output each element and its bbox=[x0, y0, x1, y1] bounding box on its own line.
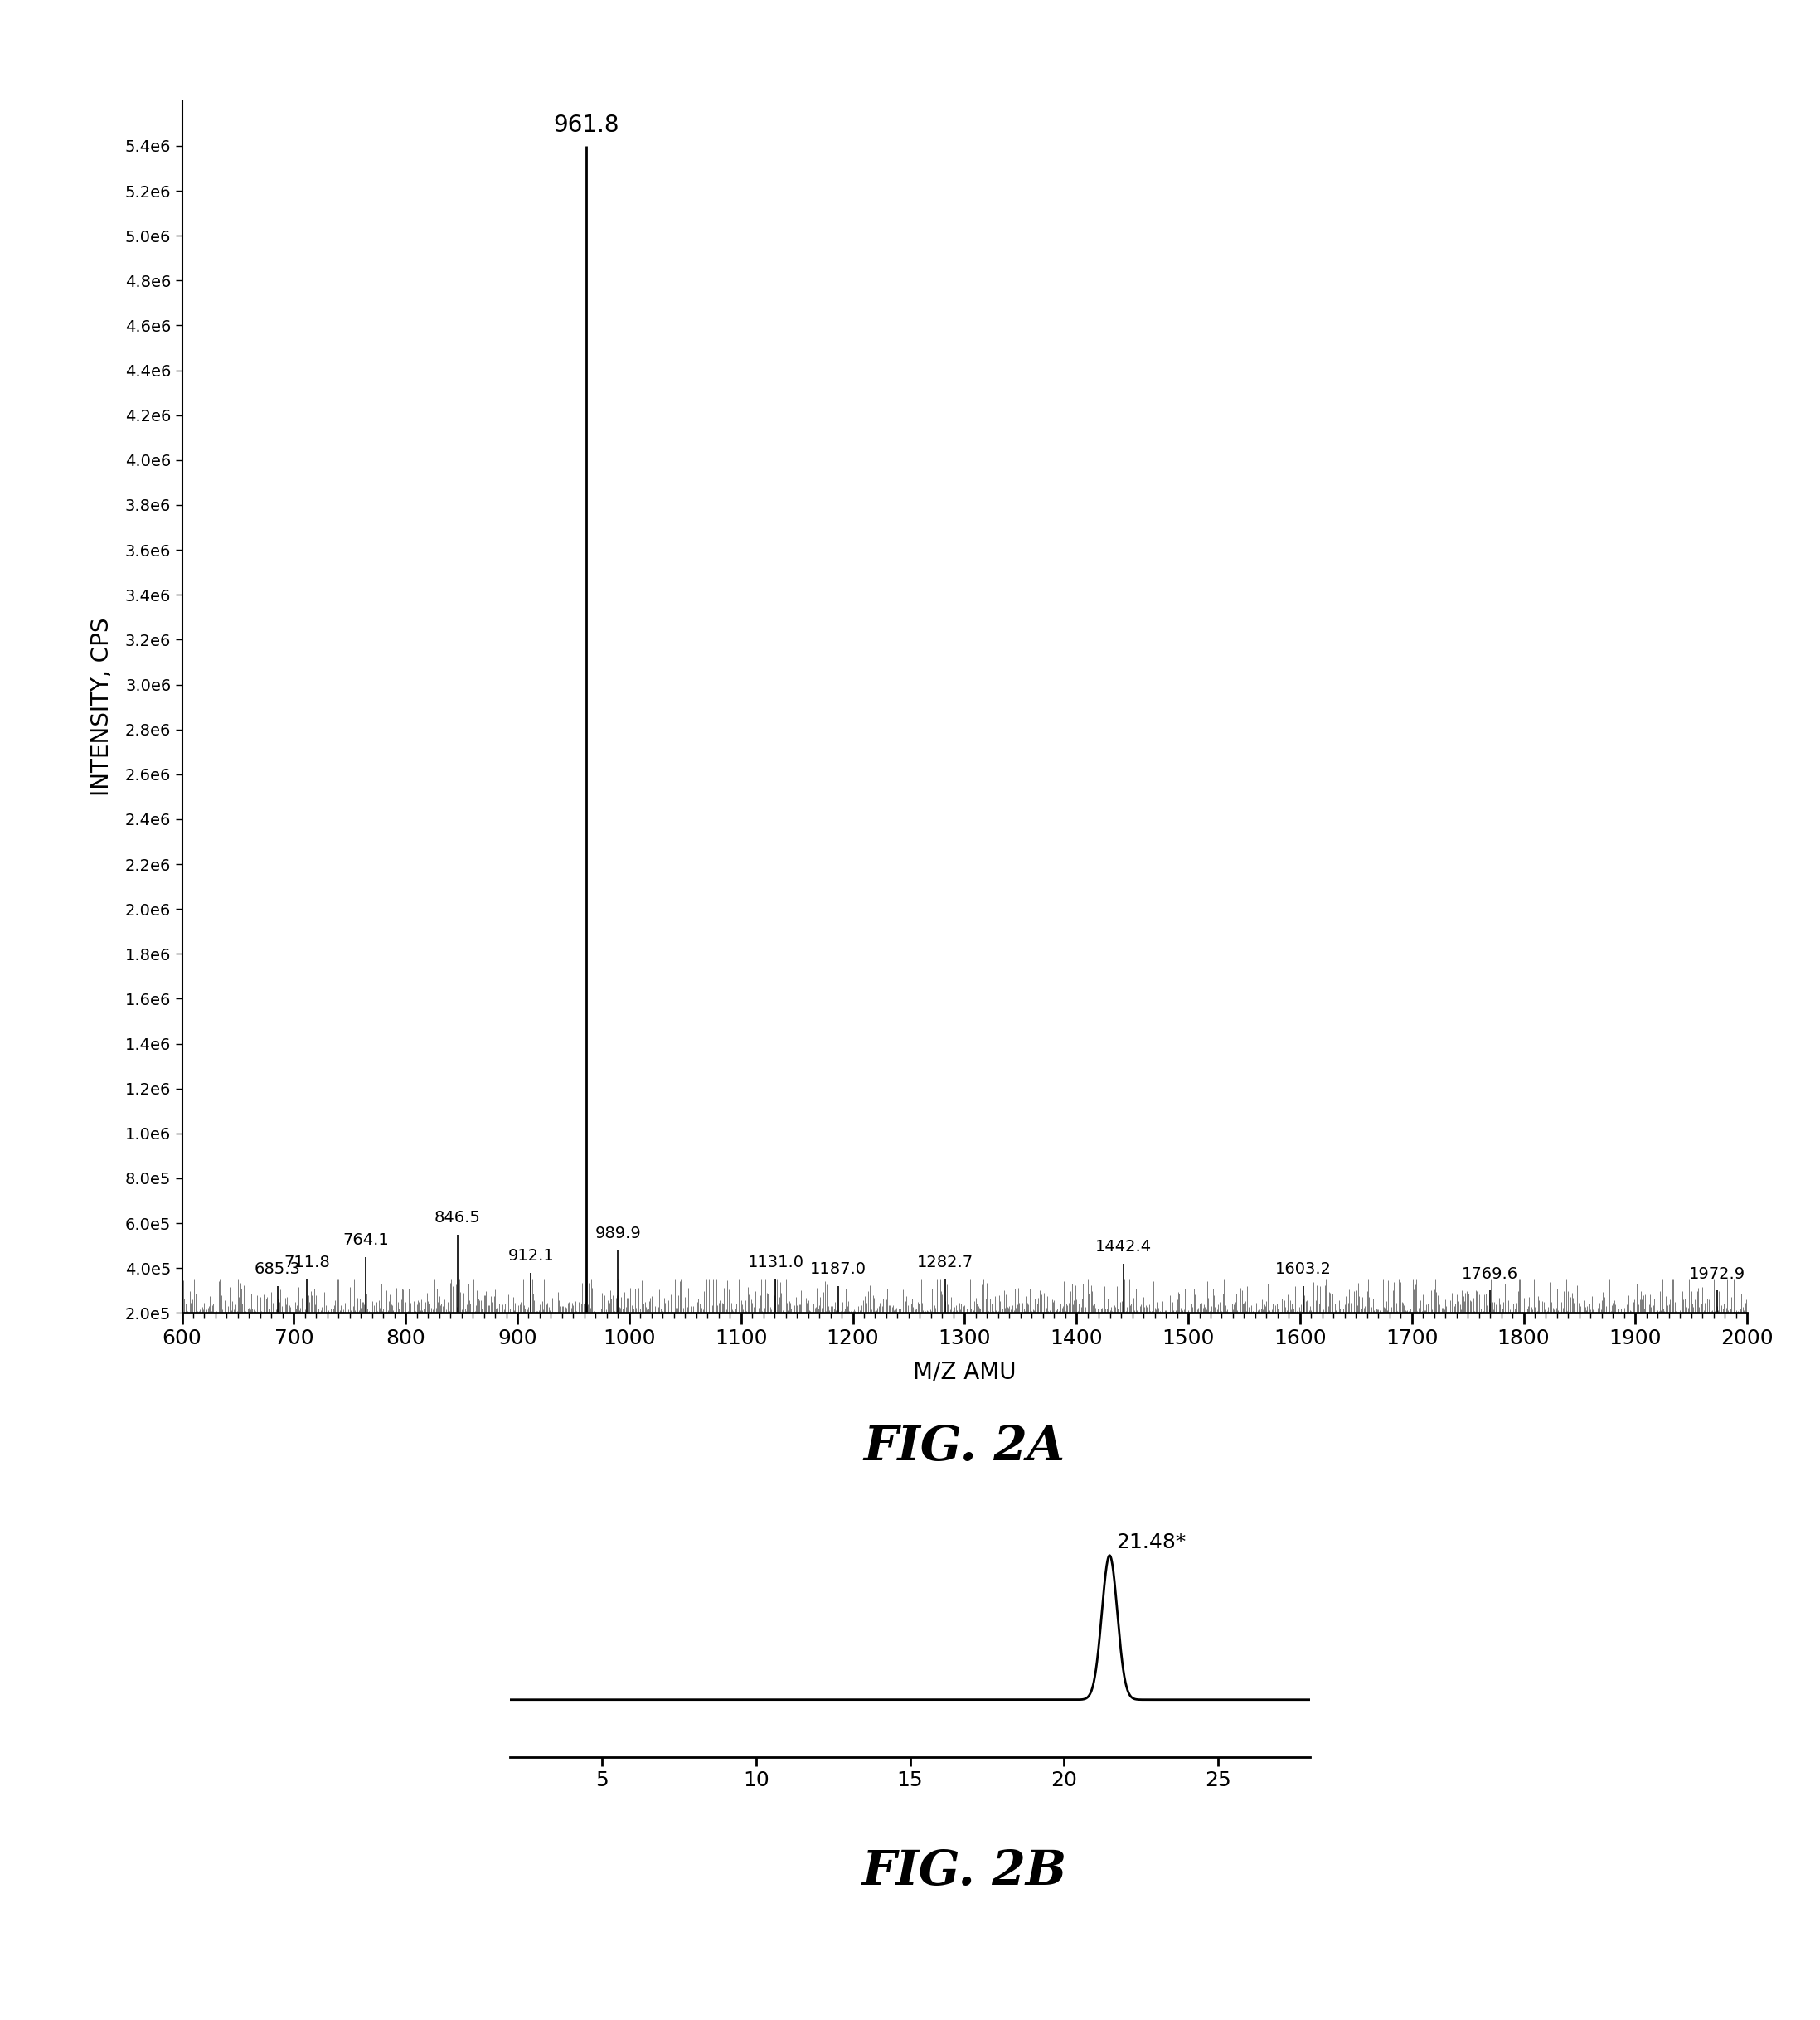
Text: FIG. 2A: FIG. 2A bbox=[864, 1424, 1065, 1471]
Text: 21.48*: 21.48* bbox=[1116, 1533, 1185, 1553]
Text: 1131.0: 1131.0 bbox=[748, 1254, 804, 1271]
Text: 961.8: 961.8 bbox=[553, 113, 619, 137]
Text: 846.5: 846.5 bbox=[435, 1210, 480, 1226]
Text: 1972.9: 1972.9 bbox=[1689, 1267, 1745, 1281]
Y-axis label: INTENSITY, CPS: INTENSITY, CPS bbox=[91, 618, 113, 796]
Text: 1769.6: 1769.6 bbox=[1461, 1267, 1518, 1281]
Text: 711.8: 711.8 bbox=[284, 1254, 329, 1271]
Text: FIG. 2B: FIG. 2B bbox=[863, 1848, 1067, 1895]
X-axis label: M/Z AMU: M/Z AMU bbox=[914, 1359, 1016, 1384]
Text: 1187.0: 1187.0 bbox=[810, 1260, 866, 1277]
Text: 912.1: 912.1 bbox=[508, 1248, 553, 1265]
Text: 685.3: 685.3 bbox=[255, 1260, 300, 1277]
Text: 989.9: 989.9 bbox=[595, 1226, 641, 1240]
Text: 764.1: 764.1 bbox=[342, 1232, 389, 1248]
Text: 1603.2: 1603.2 bbox=[1276, 1260, 1332, 1277]
Text: 1282.7: 1282.7 bbox=[917, 1254, 974, 1271]
Text: 1442.4: 1442.4 bbox=[1096, 1238, 1152, 1254]
